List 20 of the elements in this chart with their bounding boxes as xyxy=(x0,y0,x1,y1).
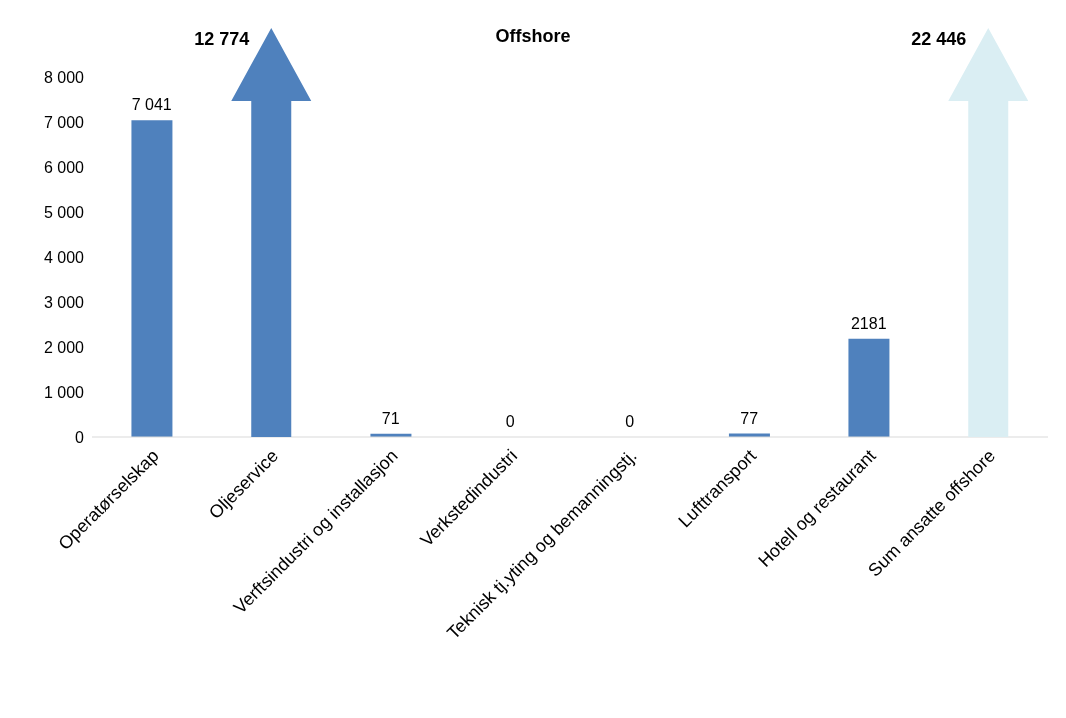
text: 12 774 xyxy=(194,29,250,49)
data-label: 77 xyxy=(740,409,759,427)
data-label: 0 xyxy=(505,413,515,430)
y-tick-label: 2 000 xyxy=(43,338,85,356)
chart-title: Offshore xyxy=(495,26,571,46)
bar xyxy=(131,120,173,437)
data-label: 2181 xyxy=(850,314,887,332)
data-label: 7 041 xyxy=(131,96,172,114)
y-tick-label: 0 xyxy=(75,428,85,446)
data-label: 0 xyxy=(625,413,635,430)
bar xyxy=(848,338,890,437)
text: 22 446 xyxy=(911,29,967,49)
y-tick-label: 5 000 xyxy=(43,203,85,221)
y-tick-label: 4 000 xyxy=(43,248,85,266)
y-tick-label: 8 000 xyxy=(43,68,85,86)
data-label: 71 xyxy=(381,409,400,427)
y-tick-label: 6 000 xyxy=(43,158,85,176)
y-tick-label: 1 000 xyxy=(43,383,85,401)
y-tick-label: 3 000 xyxy=(43,293,85,311)
y-tick-label: 7 000 xyxy=(43,113,85,131)
